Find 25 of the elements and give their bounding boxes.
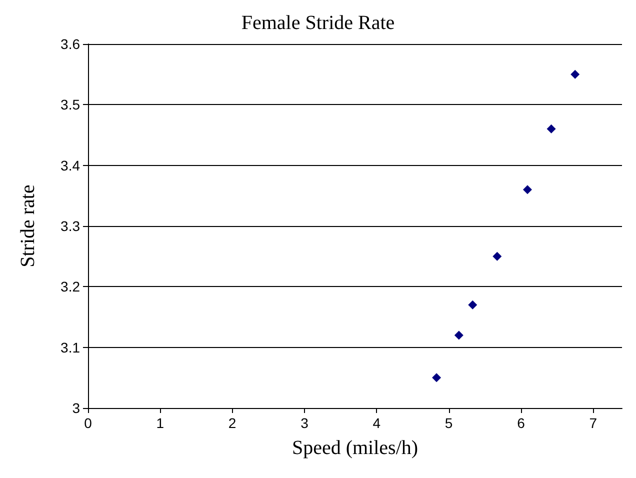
y-tick-label: 3.6: [60, 36, 80, 52]
x-tick-label: 1: [156, 415, 164, 431]
point: [546, 124, 556, 134]
x-tick-label: 3: [300, 415, 309, 431]
y-tick-label: 3.3: [60, 218, 80, 234]
point: [570, 70, 580, 79]
point: [468, 300, 478, 310]
y-axis-title: Stride rate: [17, 184, 39, 268]
x-tick-label: 0: [84, 415, 92, 431]
point: [454, 330, 464, 340]
y-tick-label: 3.2: [60, 278, 80, 295]
x-tick-label: 5: [444, 415, 453, 431]
y-tick-label: 3: [72, 400, 80, 416]
point: [492, 252, 502, 261]
x-tick-label: 4: [372, 415, 381, 431]
point: [432, 373, 442, 382]
x-tick-label: 2: [228, 415, 236, 431]
x-tick-label: 6: [517, 415, 526, 431]
x-tick-label: 7: [589, 415, 598, 431]
chart-title: Female Stride Rate: [241, 12, 395, 34]
x-axis-title: Speed (miles/h): [292, 437, 418, 459]
y-tick-label: 3.5: [60, 96, 80, 113]
y-tick-label: 3.1: [60, 339, 80, 356]
y-tick-label: 3.4: [60, 157, 80, 174]
point: [522, 185, 532, 194]
